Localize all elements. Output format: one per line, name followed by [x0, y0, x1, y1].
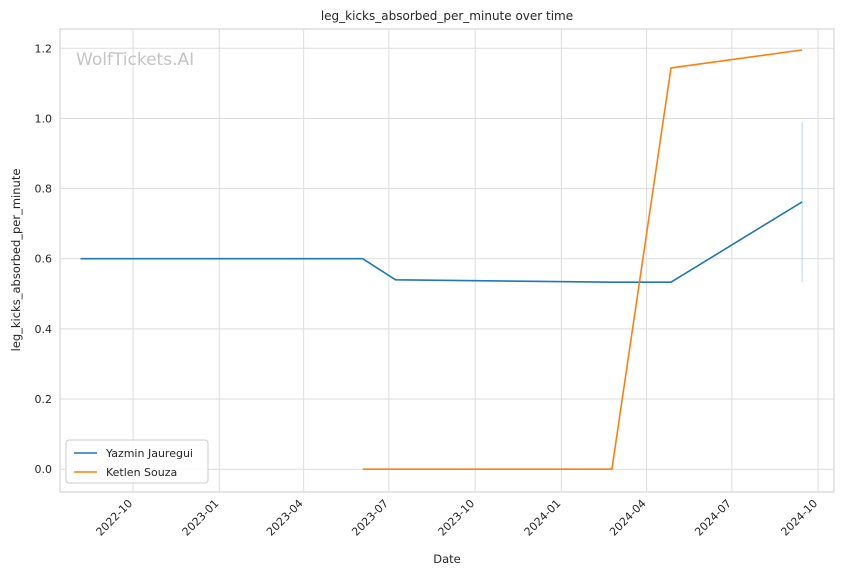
series-line-ketlen-souza — [362, 49, 803, 471]
chart-title: leg_kicks_absorbed_per_minute over time — [321, 9, 573, 23]
watermark: WolfTickets.AI — [76, 50, 194, 70]
series-lines — [80, 49, 803, 471]
legend: Yazmin Jauregui Ketlen Souza — [65, 439, 209, 484]
legend-box — [65, 439, 209, 484]
series-line-yazmin-jauregui — [80, 201, 803, 284]
y-tick-label: 0.2 — [35, 393, 53, 406]
y-axis-title: leg_kicks_absorbed_per_minute — [9, 169, 23, 352]
plot-area — [59, 28, 835, 493]
legend-label-ketlen-souza: Ketlen Souza — [106, 466, 177, 479]
y-tick-label: 1.0 — [35, 112, 53, 125]
y-tick-label: 0.6 — [35, 253, 53, 266]
y-tick-label: 0.0 — [35, 463, 53, 476]
grid-lines — [60, 29, 834, 492]
x-axis-title: Date — [433, 552, 461, 566]
y-tick-label: 0.8 — [35, 183, 53, 196]
legend-label-yazmin-jauregui: Yazmin Jauregui — [105, 447, 193, 460]
y-tick-label: 0.4 — [35, 323, 53, 336]
y-tick-label: 1.2 — [35, 42, 53, 55]
